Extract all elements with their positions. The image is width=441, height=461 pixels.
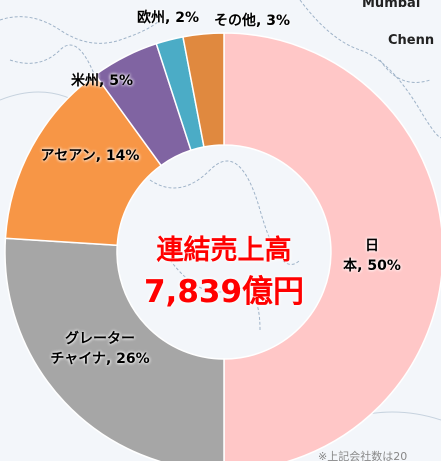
category-label: アセアン (40, 148, 96, 164)
category-label: 欧州 (137, 10, 166, 26)
donut-slice (182, 32, 225, 148)
donut-slice (223, 32, 441, 461)
map-label: Chenn (388, 33, 435, 48)
value-label: 5% (109, 73, 133, 89)
value-label: 14% (105, 148, 140, 164)
category-label: 米州 (71, 73, 100, 89)
data-label: グレーター チャイナ, 26% (50, 331, 150, 367)
data-label: 米州, 5% (71, 73, 133, 89)
value-label: 50% (367, 258, 401, 274)
value-label: 26% (116, 351, 150, 367)
data-label: 欧州, 2% (137, 10, 199, 26)
donut-slice (4, 73, 163, 247)
center-title: 連結売上高 (156, 235, 292, 266)
data-label: 日本, 50% (343, 238, 401, 274)
category-label: グレーター チャイナ (50, 331, 135, 367)
data-label: その他, 3% (214, 13, 290, 29)
value-label: 3% (266, 13, 290, 29)
footnote: ※上記会社数は20 (318, 450, 408, 461)
category-label: 日本 (343, 238, 379, 274)
center-value: 7,839億円 (143, 274, 305, 310)
map-label: Mumbai (362, 0, 421, 11)
data-label: アセアン, 14% (40, 148, 140, 164)
map-background (0, 0, 441, 331)
value-label: 2% (175, 10, 199, 26)
donut-slice (4, 237, 225, 461)
category-label: その他 (214, 13, 257, 29)
